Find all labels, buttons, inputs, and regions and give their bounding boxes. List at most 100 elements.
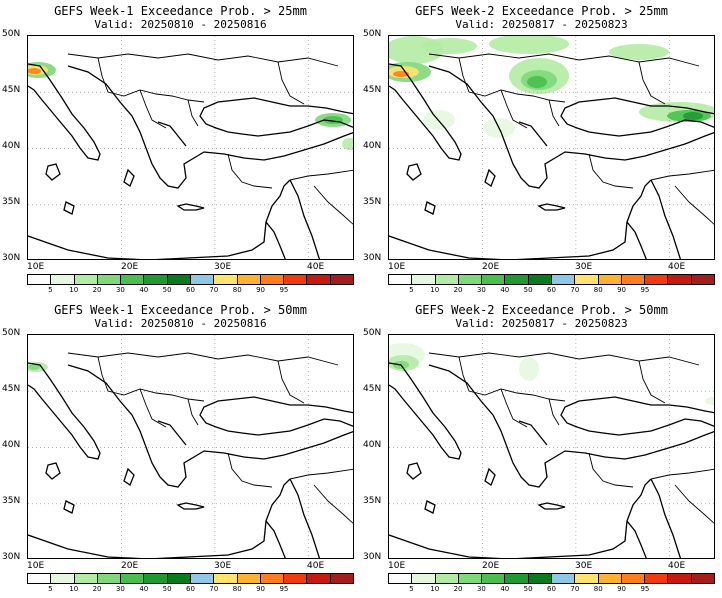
country-border: [187, 398, 199, 426]
colorbar-swatch: [214, 574, 238, 583]
coastline: [265, 221, 286, 259]
colorbar-label: 60: [547, 286, 556, 294]
colorbar: [388, 573, 715, 584]
colorbar-label: 20: [92, 585, 102, 593]
colorbar-swatch: [190, 574, 215, 583]
coastline: [45, 462, 61, 480]
colorbar-swatch: [260, 275, 285, 284]
coastline: [157, 420, 187, 446]
colorbar-swatch: [575, 275, 599, 284]
colorbar-swatch: [528, 574, 552, 583]
country-border: [500, 89, 528, 129]
coastline: [424, 201, 436, 215]
coastline: [650, 478, 682, 558]
country-border: [428, 53, 700, 67]
colorbar-label: 50: [523, 286, 533, 294]
colorbar-swatch: [144, 275, 168, 284]
colorbar-swatch: [121, 275, 145, 284]
latitude-label: 40N: [2, 440, 21, 450]
latitude-label: 40N: [363, 440, 382, 450]
colorbar-label: 60: [186, 286, 195, 294]
latitude-label: 50N: [2, 328, 21, 338]
longitude-label: 10E: [27, 262, 45, 272]
map-area: [27, 35, 354, 260]
colorbar-label: 30: [476, 585, 486, 593]
coastline: [289, 478, 321, 558]
panel-valid-dates: Valid: 20250817 - 20250823: [455, 18, 628, 31]
map-area: [388, 334, 715, 559]
longitude-label: 20E: [482, 262, 500, 272]
coastline: [28, 179, 291, 259]
coastline: [518, 420, 548, 446]
colorbar-swatch: [621, 574, 646, 583]
probability-area: [423, 110, 455, 130]
colorbar-label: 10: [69, 286, 79, 294]
colorbar-label: 30: [115, 585, 125, 593]
colorbar-swatch: [528, 275, 552, 284]
colorbar-label: 50: [523, 585, 533, 593]
country-border: [313, 484, 353, 524]
longitude-label: 10E: [27, 561, 45, 571]
colorbar-swatch: [691, 275, 714, 284]
panel-valid-dates: Valid: 20250810 - 20250816: [94, 317, 267, 330]
coastline: [265, 520, 286, 558]
country-border: [500, 388, 528, 428]
colorbar: [27, 274, 354, 285]
country-border: [458, 356, 566, 402]
coastline: [389, 179, 652, 259]
longitude-label: 40E: [668, 262, 686, 272]
colorbar-swatch: [284, 574, 308, 583]
longitude-label: 30E: [575, 262, 593, 272]
coastline: [428, 364, 714, 488]
coastline: [626, 221, 647, 259]
panel-week1-25mm: GEFS Week-1 Exceedance Prob. > 25mm Vali…: [0, 0, 361, 299]
country-border: [674, 185, 714, 225]
latitude-label: 45N: [2, 85, 21, 95]
latitude-label: 50N: [2, 29, 21, 39]
colorbar-label: 70: [570, 585, 580, 593]
colorbar-label: 5: [48, 585, 53, 593]
colorbar-swatch: [237, 275, 261, 284]
longitude-label: 30E: [214, 262, 232, 272]
colorbar-swatch: [167, 275, 191, 284]
colorbar-swatch: [389, 574, 413, 583]
country-border: [313, 185, 353, 225]
latitude-label: 45N: [2, 384, 21, 394]
latitude-label: 30N: [363, 253, 382, 263]
country-border: [139, 388, 167, 428]
colorbar-label: 5: [48, 286, 53, 294]
map-canvas: [28, 36, 353, 259]
coastline: [484, 168, 496, 187]
longitude-label: 40E: [307, 561, 325, 571]
colorbar-label: 90: [256, 286, 266, 294]
country-border: [227, 153, 273, 189]
country-border: [97, 57, 205, 103]
colorbar-label: 10: [430, 585, 440, 593]
colorbar-swatch: [28, 275, 52, 284]
colorbar-label: 70: [209, 585, 219, 593]
country-border: [67, 352, 339, 366]
country-border: [638, 61, 666, 105]
latitude-label: 40N: [2, 141, 21, 151]
coastline: [199, 97, 353, 137]
country-border: [650, 169, 714, 181]
latitude-label: 50N: [363, 29, 382, 39]
coastline: [289, 179, 321, 259]
coastline: [63, 201, 75, 215]
probability-area: [683, 112, 703, 120]
colorbar-label: 95: [640, 585, 650, 593]
latitude-label: 35N: [2, 197, 21, 207]
coastline: [389, 63, 462, 161]
colorbar-swatch: [214, 275, 238, 284]
map-canvas: [389, 335, 714, 558]
panel-week1-50mm: GEFS Week-1 Exceedance Prob. > 50mm Vali…: [0, 299, 361, 598]
probability-area: [609, 44, 669, 60]
colorbar-swatch: [551, 275, 576, 284]
colorbar-label: 70: [570, 286, 580, 294]
colorbar: [388, 274, 715, 285]
probability-area: [342, 138, 353, 150]
coastline: [123, 467, 135, 486]
country-border: [227, 452, 273, 488]
country-border: [289, 169, 353, 181]
coastline: [67, 364, 353, 488]
